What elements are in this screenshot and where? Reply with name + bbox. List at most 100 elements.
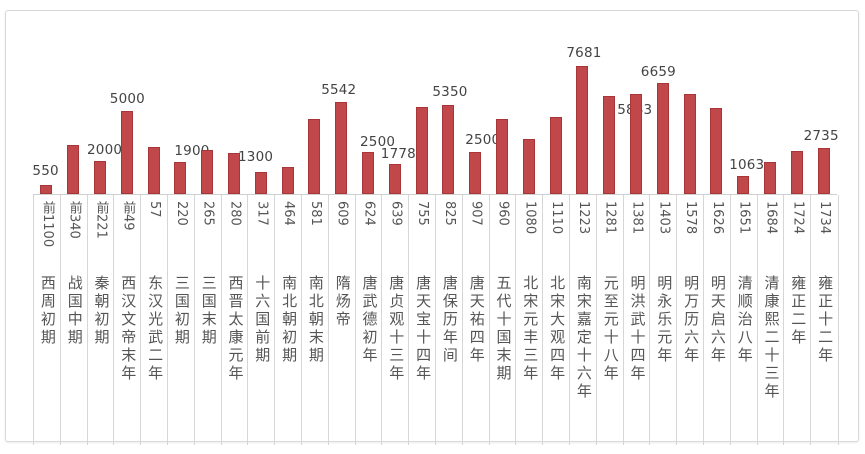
category-column: 1381 明洪武十四年 <box>622 195 651 445</box>
period-label: 南北朝末期 <box>306 275 325 365</box>
bar <box>469 152 482 194</box>
data-label: 2500 <box>465 132 501 148</box>
data-label: 1778 <box>380 146 416 162</box>
period-label: 三国末期 <box>199 275 218 347</box>
category-column: 581 南北朝末期 <box>301 195 329 445</box>
data-label: 7681 <box>566 45 602 61</box>
bar <box>576 66 589 194</box>
year-label: 581 <box>307 201 323 226</box>
bar <box>656 83 669 194</box>
chart-frame: 550 2000 5000 1900 1300 5542 2500 1778 5350 2500 7… <box>5 10 859 445</box>
category-column: 1223 南宋嘉定十六年 <box>569 195 597 445</box>
bar <box>281 167 294 194</box>
bar <box>254 172 267 194</box>
period-label: 隋炀帝 <box>333 275 352 329</box>
category-column: 265 三国末期 <box>193 195 222 445</box>
data-label: 2500 <box>360 134 396 150</box>
data-label: 1063 <box>729 157 765 173</box>
year-label: 1734 <box>817 201 833 235</box>
bar <box>496 119 508 194</box>
year-label: 1110 <box>549 201 565 235</box>
bar <box>630 94 642 194</box>
category-column: 1578 明万历六年 <box>676 195 704 445</box>
data-label: 5000 <box>109 91 145 107</box>
category-column: 1403 明永乐元年 <box>649 195 677 445</box>
period-label: 元至元十八年 <box>601 275 620 383</box>
year-label: 1724 <box>790 201 806 235</box>
year-label: 317 <box>254 201 270 226</box>
category-column: 609 隋炀帝 <box>327 195 356 445</box>
period-label: 明天启六年 <box>708 275 727 365</box>
category-column: 825 唐保历年间 <box>435 195 463 445</box>
period-label: 雍正二年 <box>789 275 808 347</box>
category-column: 639 唐贞观十三年 <box>381 195 409 445</box>
category-column: 1626 明天启六年 <box>703 195 731 445</box>
period-label: 唐贞观十三年 <box>387 275 406 383</box>
data-label: 6659 <box>640 64 676 80</box>
category-column: 前340 战国中期 <box>59 195 88 445</box>
year-label: 825 <box>441 201 457 226</box>
period-label: 南北朝初期 <box>280 275 299 365</box>
year-label: 907 <box>468 201 484 226</box>
period-label: 北宋元丰三年 <box>521 275 540 383</box>
category-column: 1734 雍正十二年 <box>810 195 839 445</box>
data-label: 5542 <box>321 82 357 98</box>
period-label: 东汉光武二年 <box>146 275 165 383</box>
period-label: 西晋太康元年 <box>226 275 245 383</box>
period-label: 五代十国末期 <box>494 275 513 383</box>
year-label: 960 <box>495 201 511 226</box>
category-column: 1110 北宋大观四年 <box>542 195 570 445</box>
year-label: 1684 <box>763 201 779 235</box>
bar <box>817 148 830 194</box>
period-label: 三国初期 <box>172 275 191 347</box>
year-label: 609 <box>334 201 350 226</box>
bar <box>442 105 455 194</box>
bar <box>683 94 696 194</box>
plot-area: 550 2000 5000 1900 1300 5542 2500 1778 5350 2500 7… <box>32 31 839 194</box>
category-column: 前49 西汉文帝末年 <box>113 195 141 445</box>
category-column: 960 五代十国末期 <box>488 195 517 445</box>
bar <box>228 153 240 194</box>
category-column: 1080 北宋元丰三年 <box>515 195 543 445</box>
year-label: 624 <box>361 201 377 226</box>
data-label: 2735 <box>803 128 839 144</box>
period-label: 雍正十二年 <box>816 275 835 365</box>
bar <box>94 161 106 194</box>
year-label: 464 <box>281 201 297 226</box>
year-label: 1403 <box>656 201 672 235</box>
year-label: 1651 <box>736 201 752 235</box>
category-column: 317 十六国前期 <box>247 195 275 445</box>
bar <box>174 162 187 194</box>
category-column: 1281 元至元十八年 <box>595 195 624 445</box>
category-column: 1724 雍正二年 <box>783 195 811 445</box>
year-label: 755 <box>415 201 431 226</box>
bar <box>549 117 562 194</box>
period-label: 西周初期 <box>38 275 57 347</box>
bar <box>522 139 535 194</box>
period-label: 十六国前期 <box>253 275 272 365</box>
year-label: 前1100 <box>39 201 55 248</box>
bar <box>67 145 80 194</box>
category-column: 前221 秦朝初期 <box>86 195 115 445</box>
category-column: 464 南北朝初期 <box>274 195 302 445</box>
bar <box>710 108 723 194</box>
period-label: 南宋嘉定十六年 <box>574 275 593 401</box>
year-label: 280 <box>227 201 243 226</box>
bar <box>603 96 616 194</box>
period-label: 唐保历年间 <box>440 275 459 365</box>
bar <box>737 176 750 194</box>
bar <box>790 151 803 194</box>
bar <box>201 150 214 194</box>
category-column: 1684 清康熙二十三年 <box>756 195 785 445</box>
year-label: 1381 <box>629 201 645 235</box>
bar <box>40 185 53 194</box>
category-column: 57 东汉光武二年 <box>140 195 168 445</box>
year-label: 1626 <box>709 201 725 235</box>
category-column: 280 西晋太康元年 <box>220 195 249 445</box>
year-label: 前221 <box>93 201 109 239</box>
period-label: 战国中期 <box>65 275 84 347</box>
year-label: 1578 <box>683 201 699 235</box>
bar <box>335 102 348 194</box>
period-label: 唐天祐四年 <box>467 275 486 365</box>
period-label: 秦朝初期 <box>92 275 111 347</box>
